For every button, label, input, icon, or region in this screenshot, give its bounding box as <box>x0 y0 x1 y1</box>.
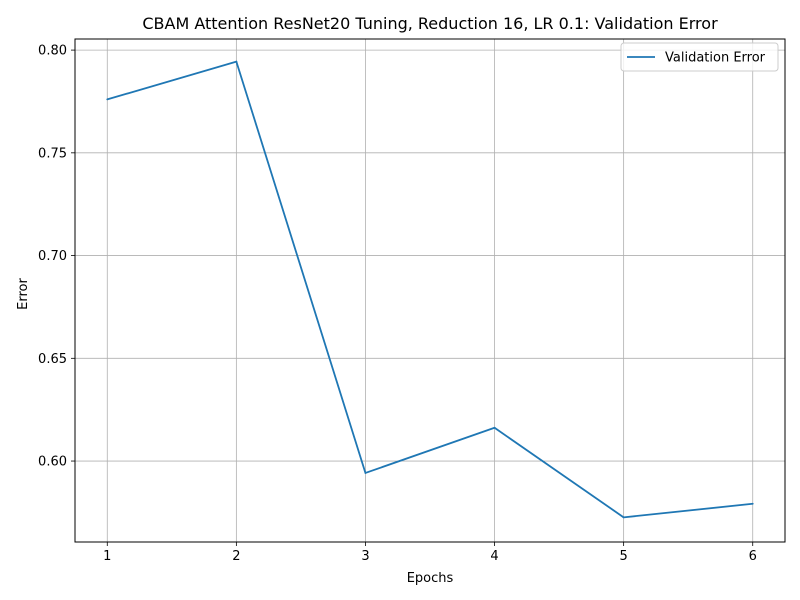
y-tick-label: 0.65 <box>38 352 67 367</box>
legend-box <box>620 42 779 72</box>
y-axis-label: Error <box>16 278 31 310</box>
data-point <box>235 60 238 63</box>
data-point <box>751 502 754 505</box>
chart-title: CBAM Attention ResNet20 Tuning, Reductio… <box>142 14 718 33</box>
data-point <box>106 98 109 101</box>
data-point <box>364 472 367 474</box>
y-tick-label: 0.80 <box>38 44 67 59</box>
y-tick-label: 0.75 <box>38 146 67 161</box>
x-tick-label: 5 <box>619 549 627 564</box>
y-tick-label: 0.60 <box>38 455 67 470</box>
x-tick-label: 1 <box>103 549 111 564</box>
x-tick-label: 4 <box>490 549 498 564</box>
legend: Validation Error <box>620 42 779 72</box>
y-tick-label: 0.70 <box>38 249 67 264</box>
series-line-validation-error <box>107 60 753 519</box>
data-point <box>622 516 625 519</box>
data-point <box>493 426 496 429</box>
x-tick-label: 6 <box>749 549 757 564</box>
legend-label: Validation Error <box>665 51 766 66</box>
plot-area <box>74 38 786 543</box>
x-tick-label: 3 <box>361 549 369 564</box>
x-tick-label: 2 <box>232 549 240 564</box>
ticks: 1 2 3 4 5 6 0.60 0.65 0.70 0.75 0.80 <box>38 44 757 564</box>
x-axis-label: Epochs <box>407 571 454 586</box>
series-group <box>106 60 754 519</box>
grid <box>75 39 785 542</box>
